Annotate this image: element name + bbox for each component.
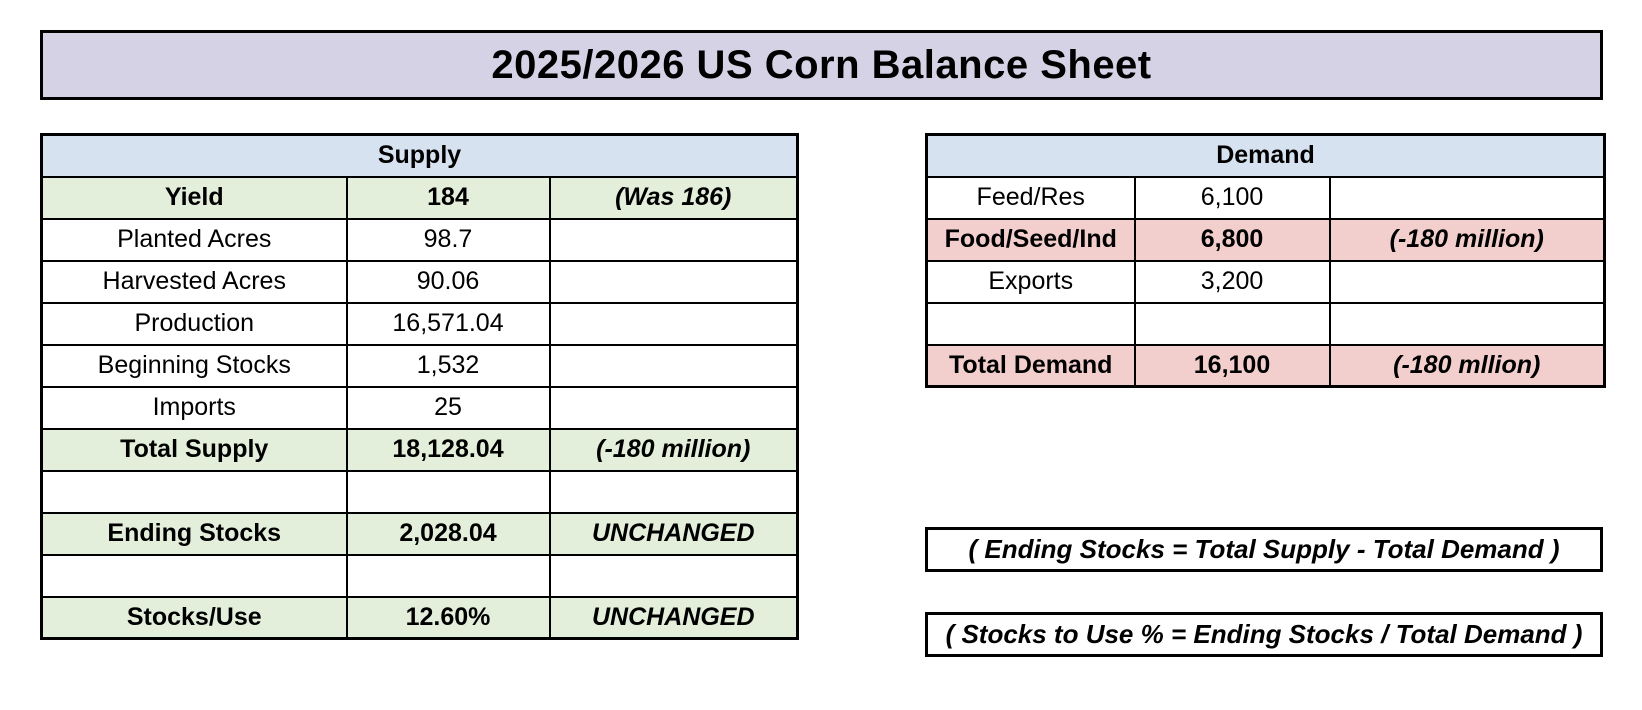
supply-row-label: Ending Stocks xyxy=(40,511,348,556)
supply-row-value: 90.06 xyxy=(345,259,551,304)
demand-row-label: Exports xyxy=(925,259,1136,304)
supply-row-note xyxy=(548,469,799,514)
supply-row-value: 2,028.04 xyxy=(345,511,551,556)
table-row-empty xyxy=(40,553,799,598)
demand-row-label xyxy=(925,301,1136,346)
supply-row-label: Total Supply xyxy=(40,427,348,472)
supply-row-value: 98.7 xyxy=(345,217,551,262)
supply-row-note xyxy=(548,343,799,388)
table-row: Exports 3,200 xyxy=(925,259,1606,304)
table-row: Feed/Res 6,100 xyxy=(925,175,1606,220)
supply-row-note xyxy=(548,259,799,304)
demand-row-note: (-180 million) xyxy=(1328,217,1606,262)
supply-row-note xyxy=(548,301,799,346)
supply-section-header: Supply xyxy=(40,133,799,178)
supply-row-note: UNCHANGED xyxy=(548,595,799,640)
table-row: Imports 25 xyxy=(40,385,799,430)
supply-row-value xyxy=(345,553,551,598)
demand-row-label: Food/Seed/Ind xyxy=(925,217,1136,262)
supply-row-value: 12.60% xyxy=(345,595,551,640)
supply-row-note: UNCHANGED xyxy=(548,511,799,556)
supply-row-label xyxy=(40,553,348,598)
table-row: Food/Seed/Ind 6,800 (-180 million) xyxy=(925,217,1606,262)
demand-row-value: 6,800 xyxy=(1133,217,1331,262)
demand-row-label: Feed/Res xyxy=(925,175,1136,220)
supply-row-label: Imports xyxy=(40,385,348,430)
supply-row-note: (-180 million) xyxy=(548,427,799,472)
page-title: 2025/2026 US Corn Balance Sheet xyxy=(40,30,1603,100)
demand-row-value xyxy=(1133,301,1331,346)
supply-row-note xyxy=(548,385,799,430)
table-row: Beginning Stocks 1,532 xyxy=(40,343,799,388)
supply-row-label: Beginning Stocks xyxy=(40,343,348,388)
supply-row-value: 25 xyxy=(345,385,551,430)
table-row-empty xyxy=(925,301,1606,346)
table-row: Stocks/Use 12.60% UNCHANGED xyxy=(40,595,799,640)
demand-row-value: 16,100 xyxy=(1133,343,1331,388)
demand-row-note: (-180 mllion) xyxy=(1328,343,1606,388)
table-row: Harvested Acres 90.06 xyxy=(40,259,799,304)
ending-stocks-formula-box: ( Ending Stocks = Total Supply - Total D… xyxy=(925,527,1603,572)
demand-section-header: Demand xyxy=(925,133,1606,178)
supply-row-label: Yield xyxy=(40,175,348,220)
table-row: Total Supply 18,128.04 (-180 million) xyxy=(40,427,799,472)
demand-row-note xyxy=(1328,259,1606,304)
supply-row-label: Harvested Acres xyxy=(40,259,348,304)
demand-row-note xyxy=(1328,301,1606,346)
table-row: Planted Acres 98.7 xyxy=(40,217,799,262)
stocks-to-use-formula-text: ( Stocks to Use % = Ending Stocks / Tota… xyxy=(945,619,1583,649)
demand-table: Demand Feed/Res 6,100 Food/Seed/Ind 6,80… xyxy=(925,133,1607,388)
page-title-text: 2025/2026 US Corn Balance Sheet xyxy=(491,42,1152,87)
table-row: Production 16,571.04 xyxy=(40,301,799,346)
supply-row-value: 184 xyxy=(345,175,551,220)
table-row: Yield 184 (Was 186) xyxy=(40,175,799,220)
supply-row-value xyxy=(345,469,551,514)
table-row-empty xyxy=(40,469,799,514)
supply-header-row: Supply xyxy=(40,133,799,178)
supply-row-note xyxy=(548,553,799,598)
supply-row-value: 18,128.04 xyxy=(345,427,551,472)
demand-header-row: Demand xyxy=(925,133,1606,178)
table-row: Total Demand 16,100 (-180 mllion) xyxy=(925,343,1606,388)
supply-row-label: Planted Acres xyxy=(40,217,348,262)
stocks-to-use-formula-box: ( Stocks to Use % = Ending Stocks / Tota… xyxy=(925,612,1603,657)
supply-row-label: Stocks/Use xyxy=(40,595,348,640)
supply-row-value: 16,571.04 xyxy=(345,301,551,346)
demand-row-value: 6,100 xyxy=(1133,175,1331,220)
demand-row-value: 3,200 xyxy=(1133,259,1331,304)
supply-row-note xyxy=(548,217,799,262)
supply-row-value: 1,532 xyxy=(345,343,551,388)
table-row: Ending Stocks 2,028.04 UNCHANGED xyxy=(40,511,799,556)
supply-row-label: Production xyxy=(40,301,348,346)
demand-row-label: Total Demand xyxy=(925,343,1136,388)
supply-row-label xyxy=(40,469,348,514)
ending-stocks-formula-text: ( Ending Stocks = Total Supply - Total D… xyxy=(968,534,1560,564)
supply-row-note: (Was 186) xyxy=(548,175,799,220)
demand-row-note xyxy=(1328,175,1606,220)
supply-table: Supply Yield 184 (Was 186) Planted Acres… xyxy=(40,133,799,640)
